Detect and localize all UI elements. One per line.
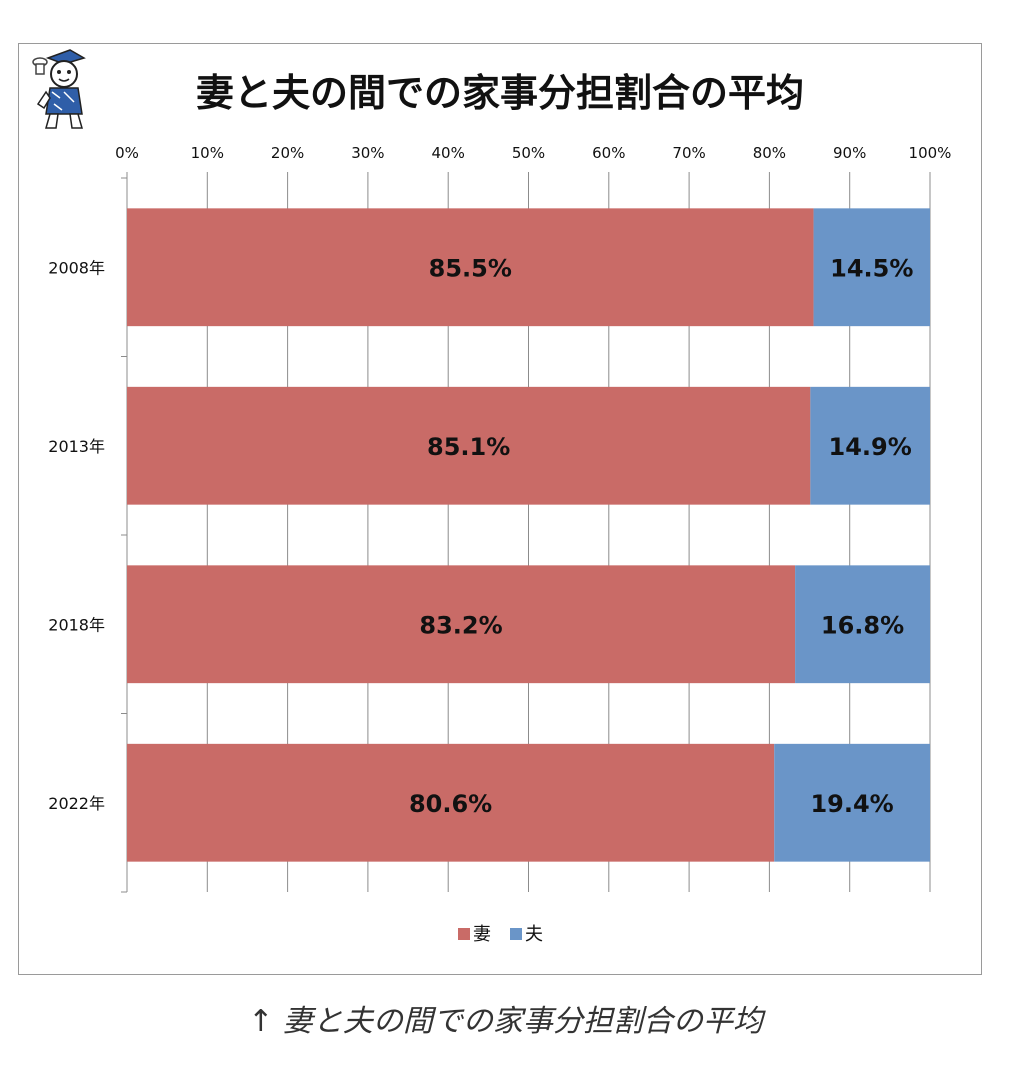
x-tick-label: 40% [432,144,465,162]
figure-caption: ↑ 妻と夫の間での家事分担割合の平均 [248,1004,763,1039]
legend-label: 妻 [473,924,491,945]
x-tick-label: 70% [672,144,705,162]
chart-title: 妻と夫の間での家事分担割合の平均 [196,71,804,115]
category-label: 2008年 [48,258,105,277]
x-tick-label: 80% [753,144,786,162]
bar-segment [127,565,796,684]
category-label: 2022年 [48,794,105,813]
legend-swatch [510,928,522,940]
bars: 85.5% 14.5% 85.1% 14.9% 83.2% 16.8% 80.6% 19.4% [127,208,930,862]
mascot-logo-icon [32,49,86,129]
legend-swatch [458,928,470,940]
x-tick-label: 30% [351,144,384,162]
legend-label: 夫 [525,924,543,945]
bar-segment [813,208,930,327]
x-tick-label: 90% [833,144,866,162]
data-label: 14.5% [830,254,913,282]
x-tick-label: 0% [115,144,139,162]
legend: 妻夫 [458,924,543,945]
x-tick-label: 100% [909,144,952,162]
data-label: 19.4% [810,790,893,818]
x-tick-label: 10% [191,144,224,162]
x-tick-label: 60% [592,144,625,162]
bar-segment [810,386,930,505]
x-tick-label: 20% [271,144,304,162]
category-label: 2018年 [48,615,105,634]
x-tick-label: 50% [512,144,545,162]
y-axis-categories: 2008年 2013年 2018年 2022年 [48,258,105,813]
data-label: 80.6% [409,790,492,818]
data-label: 83.2% [419,611,502,639]
bar-segment [127,386,811,505]
bar-segment [127,743,775,862]
bar-segment [795,565,930,684]
bar-segment [774,743,930,862]
chart-area: 妻と夫の間での家事分担割合の平均 0% 10% 20% 30% 40% 50% 60% 70%… [48,71,951,945]
category-label: 2013年 [48,437,105,456]
bar-segment [127,208,814,327]
data-label: 16.8% [821,611,904,639]
data-label: 85.5% [429,254,512,282]
data-label: 85.1% [427,433,510,461]
data-label: 14.9% [829,433,912,461]
x-axis-ticks: 0% 10% 20% 30% 40% 50% 60% 70% 80% 90% 100% [115,144,951,162]
